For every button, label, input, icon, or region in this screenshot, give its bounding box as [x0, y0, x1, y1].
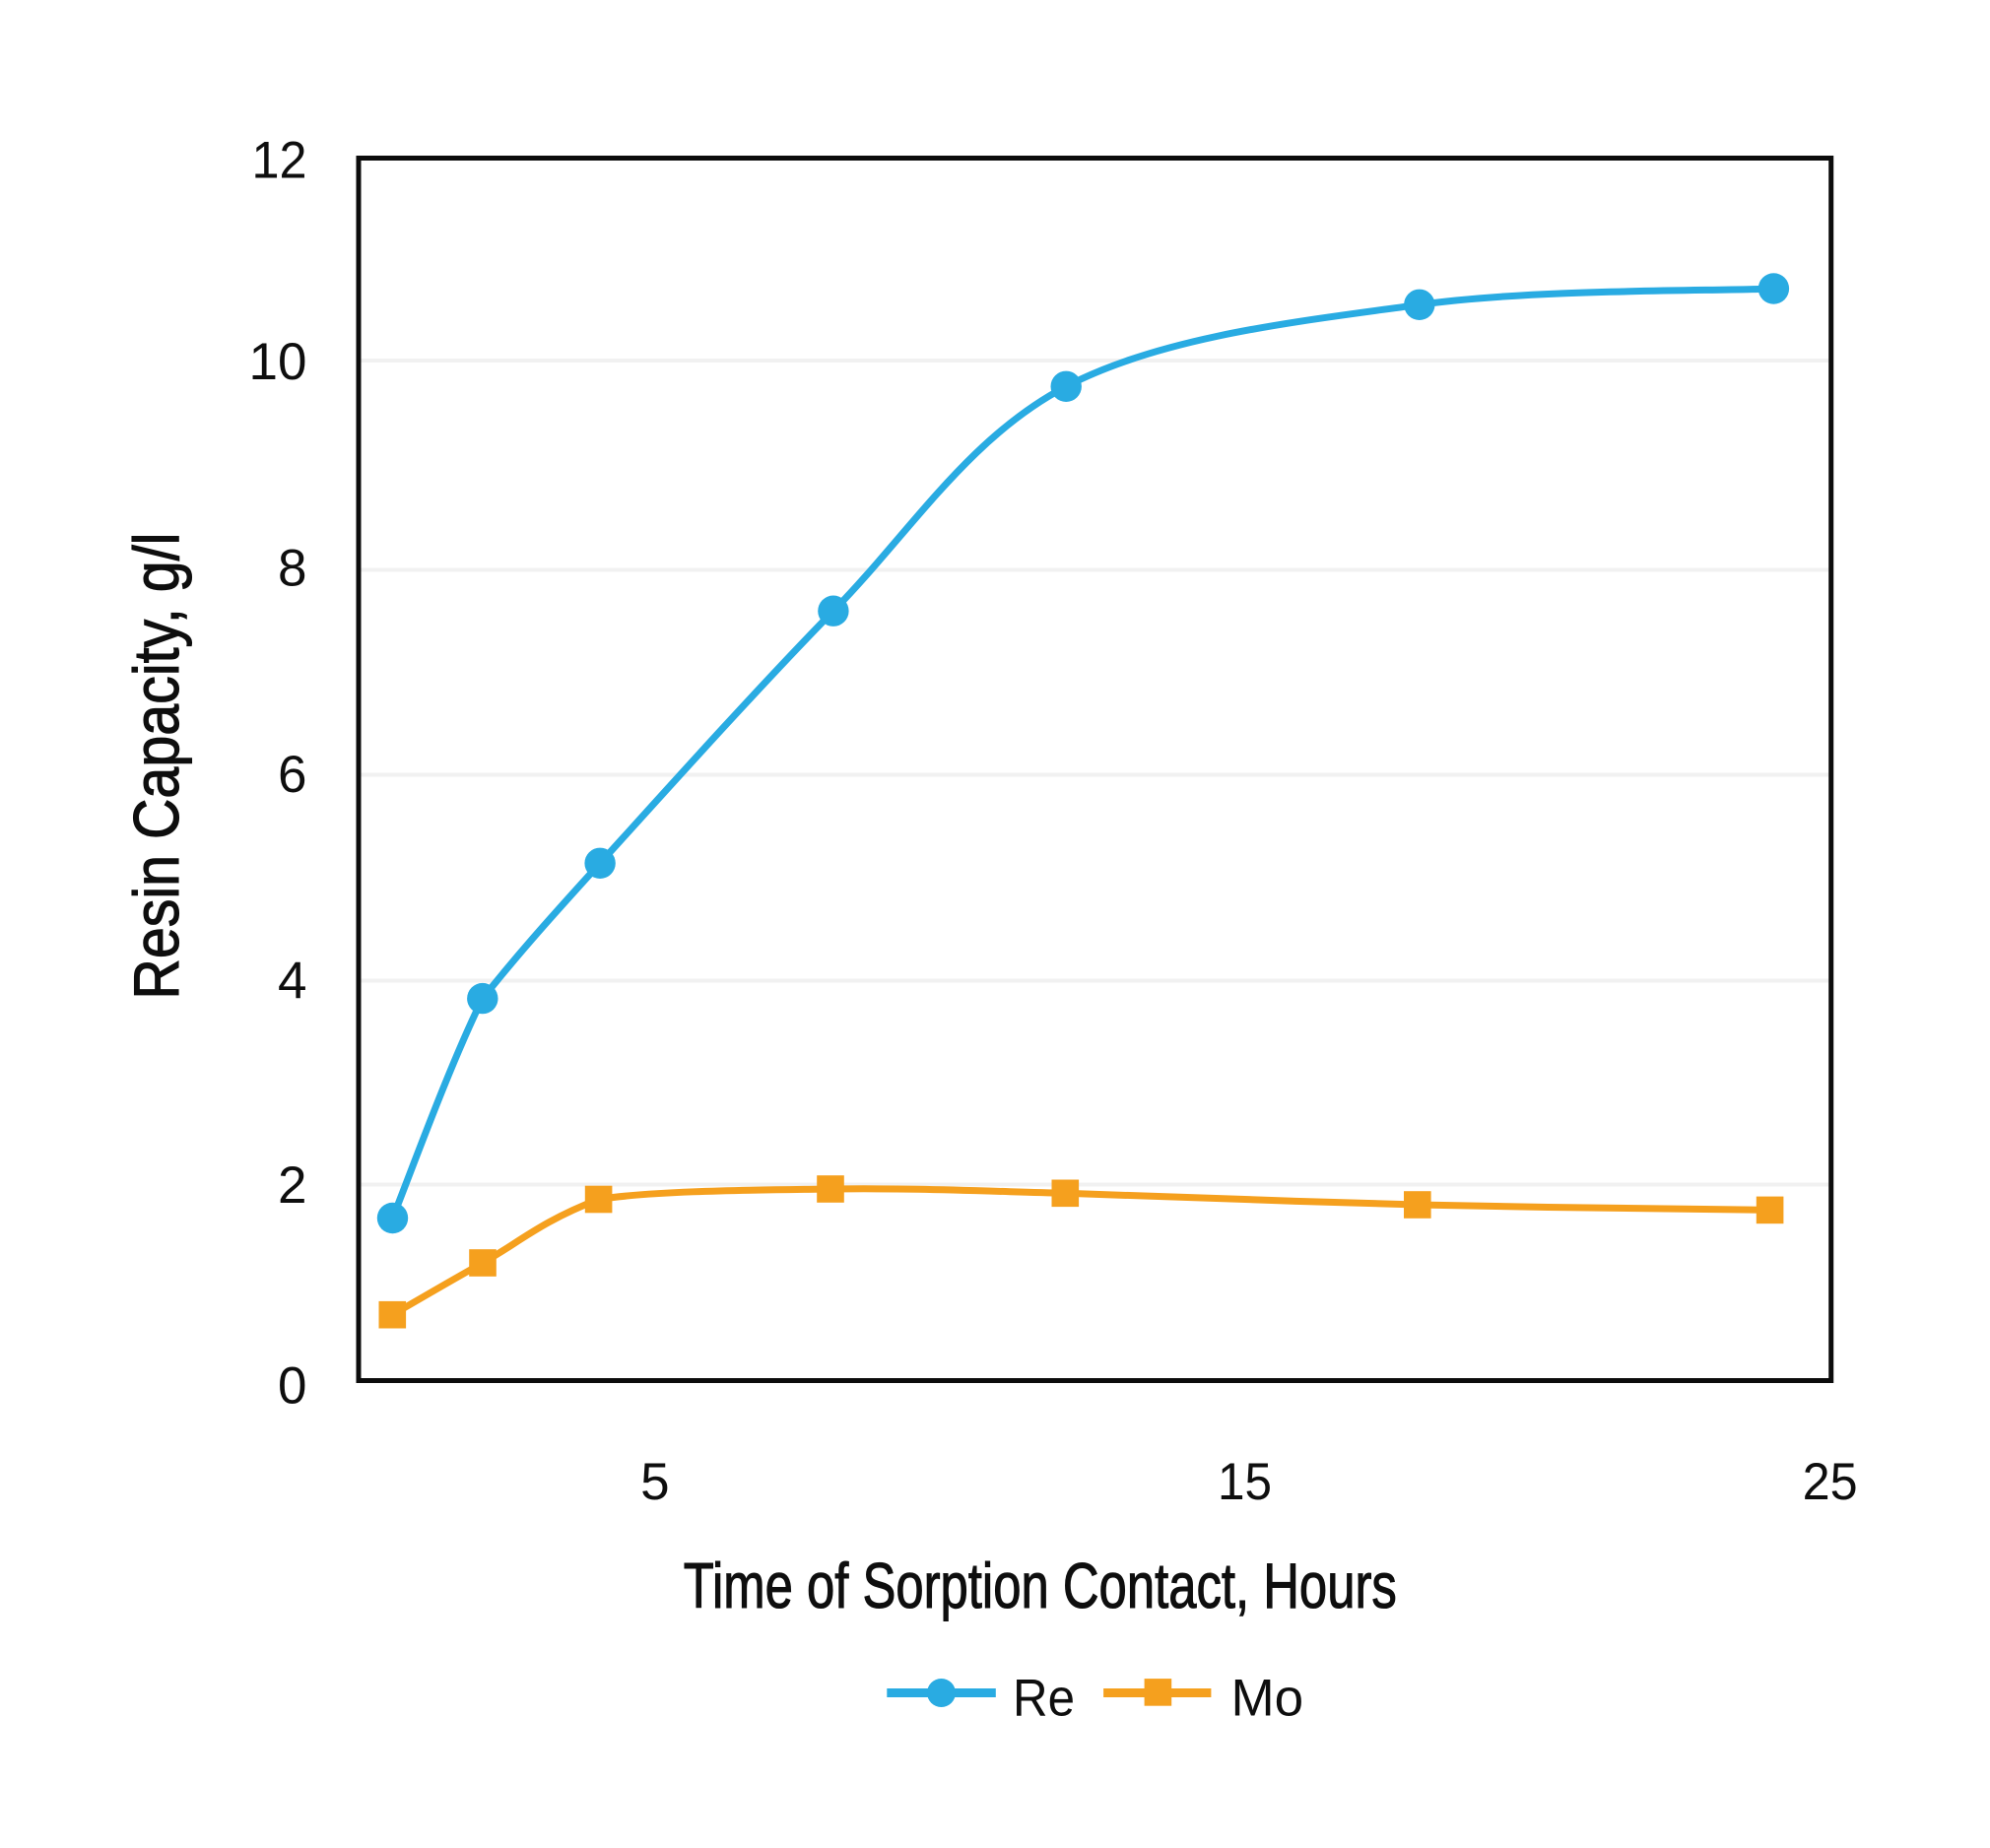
svg-text:2: 2: [278, 1156, 306, 1215]
svg-text:25: 25: [1803, 1453, 1858, 1511]
svg-text:4: 4: [278, 952, 306, 1010]
svg-text:10: 10: [249, 333, 307, 391]
svg-text:6: 6: [278, 746, 306, 804]
svg-text:Time of Sorption Contact, Hour: Time of Sorption Contact, Hours: [684, 1550, 1397, 1621]
svg-text:12: 12: [252, 131, 307, 189]
svg-text:8: 8: [278, 540, 306, 598]
svg-text:5: 5: [640, 1453, 669, 1511]
svg-text:Mo: Mo: [1231, 1670, 1304, 1728]
svg-text:Resin Capacity, g/l: Resin Capacity, g/l: [120, 533, 192, 1000]
svg-text:0: 0: [278, 1357, 306, 1416]
svg-text:15: 15: [1218, 1453, 1272, 1511]
svg-text:Re: Re: [1013, 1670, 1075, 1728]
